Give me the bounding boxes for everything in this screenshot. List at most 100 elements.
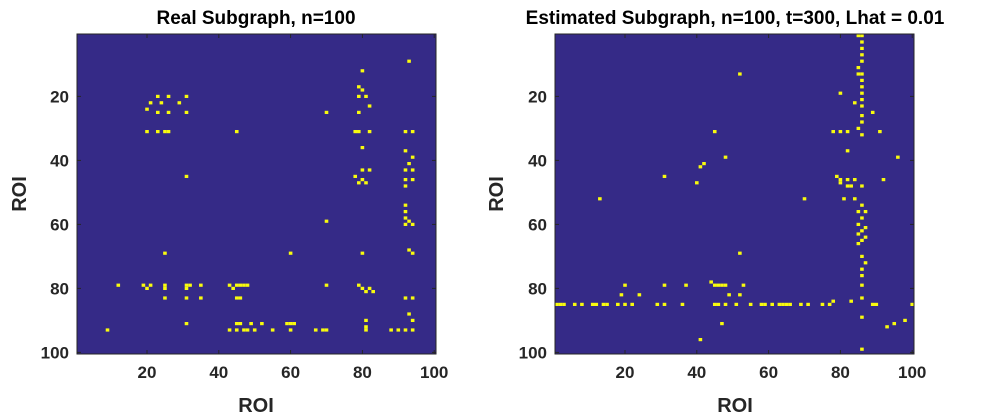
heatmap-cell — [845, 130, 850, 134]
heatmap-cell — [702, 162, 706, 166]
heatmap-cell — [870, 110, 875, 114]
heatmap-cell — [184, 174, 189, 178]
y-tick-label: 40 — [50, 151, 69, 170]
heatmap-cell — [410, 222, 415, 226]
heatmap-cell — [598, 197, 602, 201]
heatmap-cell — [407, 312, 411, 316]
heatmap-cell — [353, 130, 358, 134]
heatmap-cell — [407, 219, 411, 223]
heatmap-cell — [903, 318, 907, 322]
heatmap-cell — [313, 328, 318, 332]
heatmap-cell — [288, 251, 293, 255]
heatmap-cell — [367, 168, 372, 172]
heatmap-cell — [184, 322, 189, 326]
heatmap-cell — [324, 328, 329, 332]
heatmap-cell — [860, 315, 864, 319]
heatmap-cell — [403, 168, 408, 172]
heatmap-cell — [845, 149, 850, 153]
heatmap-cell — [856, 126, 861, 130]
heatmap-cell — [695, 181, 699, 185]
heatmap-cell — [720, 322, 724, 326]
heatmap-cell — [820, 302, 825, 306]
heatmap-cell — [410, 318, 415, 322]
x-tick-label: 100 — [420, 363, 448, 382]
heatmap-cell — [166, 94, 171, 98]
x-ticks: 20 40 60 80 100 — [138, 34, 448, 382]
chart-title: Estimated Subgraph, n=100, t=300, Lhat =… — [526, 8, 945, 29]
x-tick-label: 20 — [138, 363, 157, 382]
heatmap-cell — [712, 283, 717, 287]
heatmap-cell — [324, 283, 329, 287]
heatmap-cell — [863, 235, 868, 239]
y-tick-label: 20 — [528, 87, 547, 106]
heatmap-cell — [360, 146, 365, 150]
heatmap-cell — [367, 130, 372, 134]
heatmap-cell — [324, 219, 329, 223]
heatmap-cell — [410, 296, 415, 300]
heatmap-cell — [403, 216, 408, 220]
heatmap-cell — [155, 110, 160, 114]
heatmap-cell — [163, 130, 167, 134]
heatmap-cell — [770, 302, 774, 306]
heatmap-cell — [860, 34, 864, 38]
y-tick-label: 60 — [50, 215, 69, 234]
heatmap-cell — [860, 78, 864, 82]
y-tick-label: 80 — [50, 279, 69, 298]
heatmap-cell — [838, 130, 843, 134]
heatmap-cell — [860, 120, 864, 124]
heatmap-cell — [188, 283, 192, 287]
heatmap-cell — [288, 322, 293, 326]
heatmap-cell — [881, 178, 886, 182]
heatmap-cell — [148, 101, 153, 105]
heatmap-cell — [712, 130, 717, 134]
heatmap-cell — [716, 283, 721, 287]
heatmap-cell — [838, 178, 843, 182]
heatmap-cell — [860, 254, 864, 258]
heatmap-cell — [910, 302, 914, 306]
heatmap-cell — [371, 290, 375, 294]
y-tick-label: 40 — [528, 151, 547, 170]
heatmap-cell — [242, 283, 246, 287]
heatmap-cell — [364, 325, 368, 329]
heatmap-cell — [878, 130, 882, 134]
x-tick-label: 80 — [353, 363, 372, 382]
heatmap-cell — [860, 104, 864, 108]
y-tick-label: 100 — [519, 343, 547, 362]
heatmap-cell — [734, 302, 739, 306]
heatmap-cell — [781, 302, 785, 306]
plot-area-border — [76, 33, 437, 355]
heatmap-cell — [860, 114, 864, 118]
heatmap-cell — [410, 130, 415, 134]
heatmap-cell — [860, 133, 864, 137]
heatmap-cell — [403, 130, 408, 134]
heatmap-cell — [856, 72, 861, 76]
heatmap-cell — [357, 181, 361, 185]
heatmap-cell — [605, 302, 609, 306]
heatmap-cell — [662, 283, 667, 287]
heatmap-cell — [238, 283, 243, 287]
heatmap-cell — [234, 296, 239, 300]
heatmap-cell — [410, 178, 415, 182]
heatmap-cell — [403, 149, 408, 153]
heatmap-cell — [360, 251, 365, 255]
heatmap-cell — [403, 184, 408, 188]
heatmap-cell — [321, 328, 325, 332]
heatmap-cell — [364, 328, 368, 332]
heatmap-cell — [227, 328, 232, 332]
heatmap-cell — [860, 91, 864, 95]
heatmap-cell — [234, 328, 239, 332]
heatmap-cell — [403, 222, 408, 226]
chart-title: Real Subgraph, n=100 — [156, 8, 355, 29]
heatmap-cell — [407, 162, 411, 166]
y-tick-label: 60 — [528, 215, 547, 234]
heatmap-cell — [860, 296, 864, 300]
heatmap-cell — [116, 283, 121, 287]
heatmap-cell — [827, 302, 832, 306]
heatmap-cell — [845, 184, 850, 188]
heatmap-cell — [155, 94, 160, 98]
heatmap-cell — [716, 302, 721, 306]
heatmap-cell — [698, 338, 703, 342]
heatmap-cell — [860, 98, 864, 102]
heatmap-cell — [166, 110, 171, 114]
